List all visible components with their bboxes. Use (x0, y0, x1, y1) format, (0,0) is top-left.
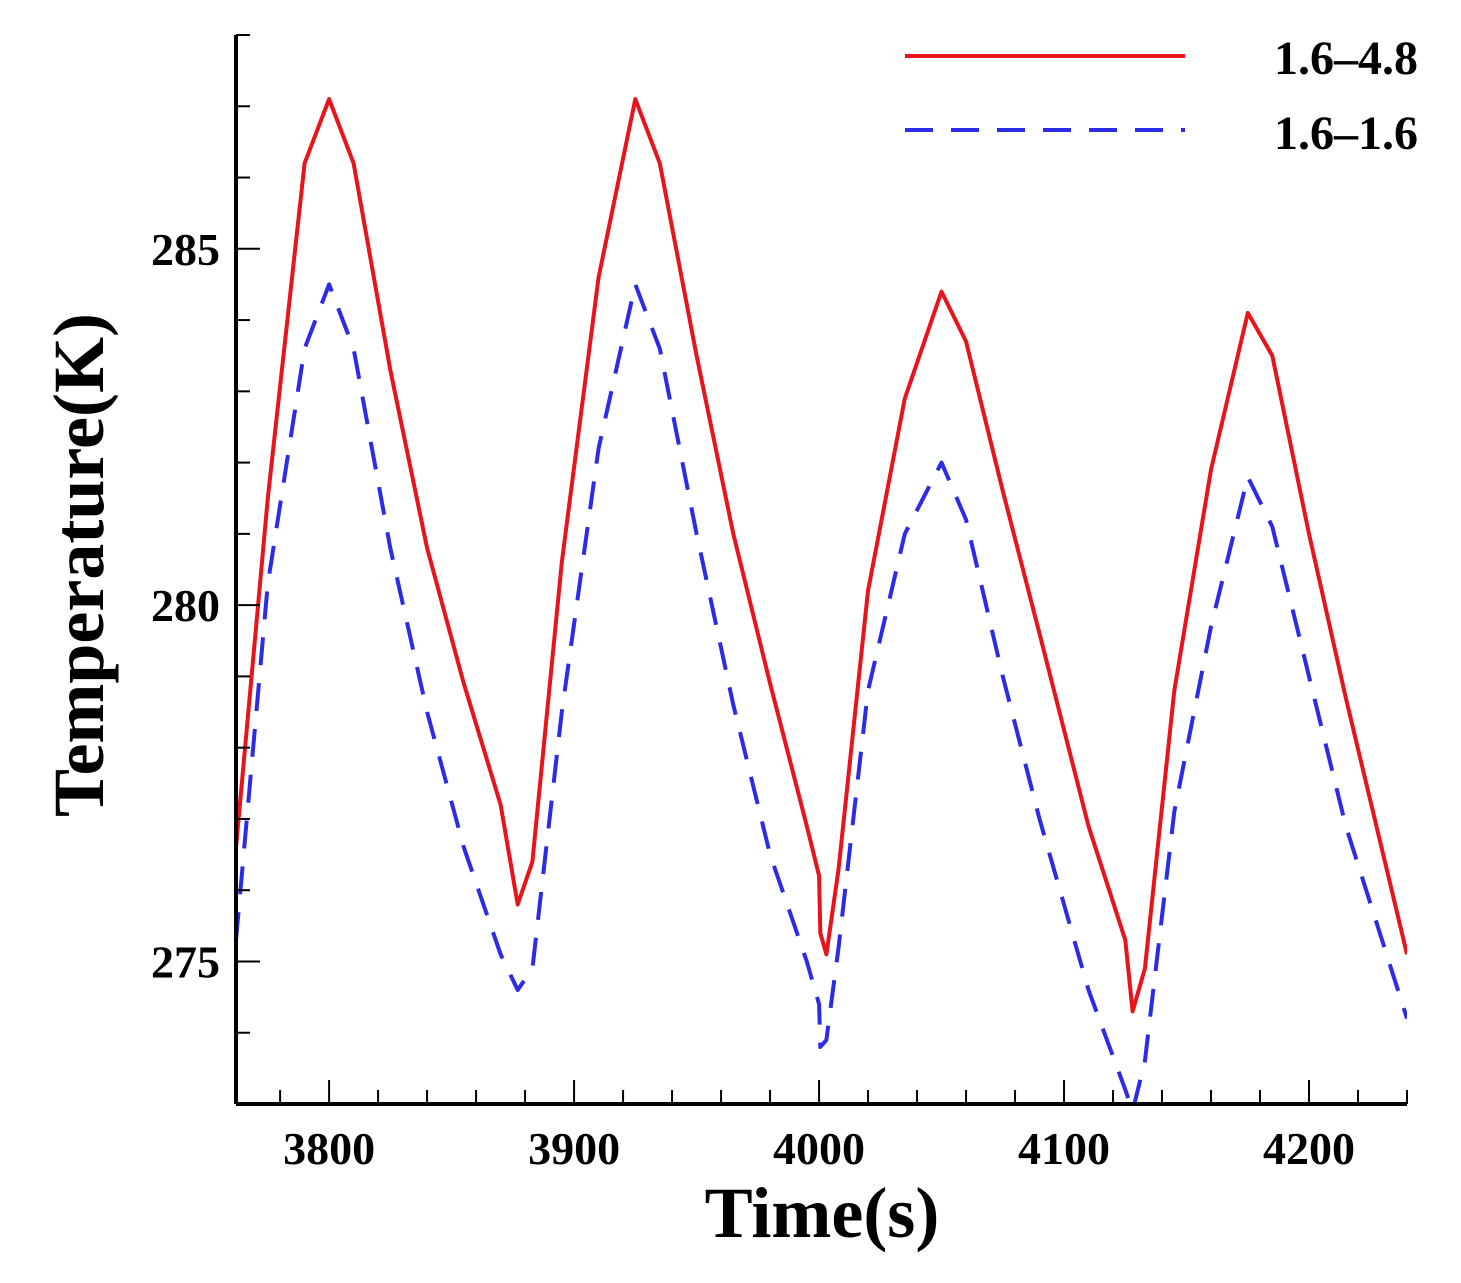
y-tick-label: 275 (151, 936, 220, 987)
ticks-layer: 3800 3900 4000 4100 4200 275 280 285 (151, 34, 1408, 1174)
x-axis-title: Time(s) (705, 1173, 940, 1253)
y-axis-title: Temperature(K) (39, 313, 119, 817)
legend-label-1-6-4-8: 1.6–4.8 (1274, 32, 1418, 85)
legend: 1.6–4.8 1.6–1.6 (905, 32, 1418, 160)
series-layer (236, 97, 1407, 1104)
x-tick-label: 4200 (1263, 1123, 1355, 1174)
series-line-1-6-1-6 (236, 282, 1407, 1104)
x-tick-label: 4100 (1018, 1123, 1110, 1174)
x-tick-label: 3900 (528, 1123, 620, 1174)
y-tick-label: 280 (151, 580, 220, 631)
y-tick-label: 285 (151, 224, 220, 275)
series-line-1-6-4-8 (236, 97, 1407, 1014)
x-tick-label: 3800 (283, 1123, 375, 1174)
x-tick-label: 4000 (773, 1123, 865, 1174)
legend-label-1-6-1-6: 1.6–1.6 (1274, 107, 1418, 160)
